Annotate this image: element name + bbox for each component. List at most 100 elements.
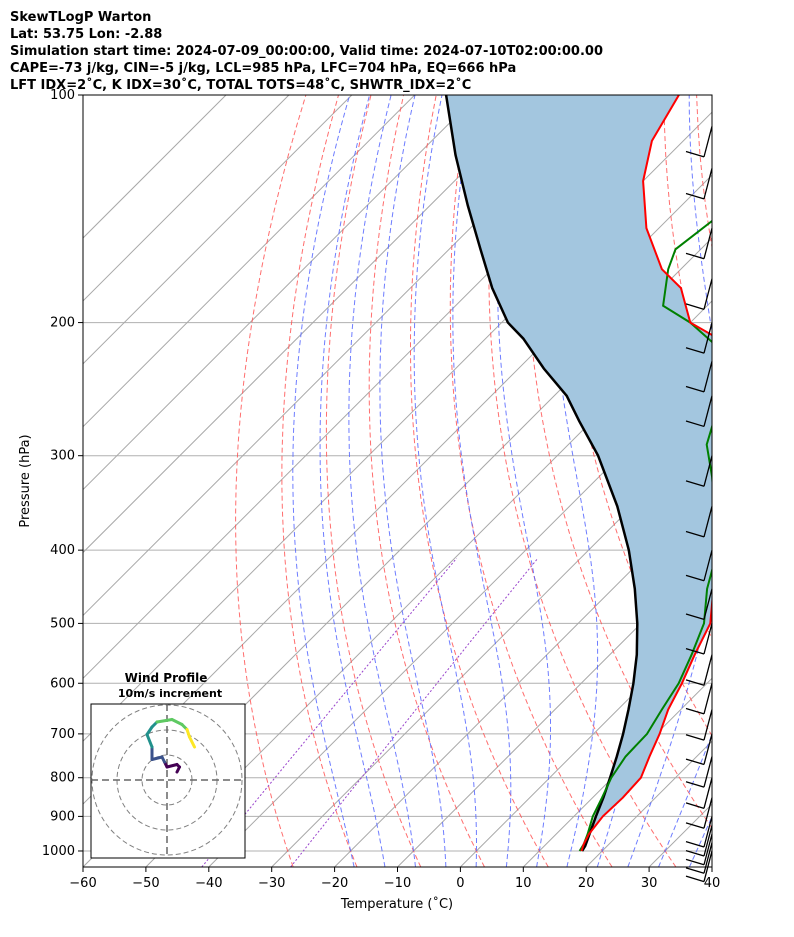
moist-adiabat — [496, 95, 551, 867]
barb-flag — [685, 840, 705, 848]
indices-line-1: CAPE=-73 j/kg, CIN=-5 j/kg, LCL=985 hPa,… — [10, 61, 517, 76]
wind-barb — [685, 654, 713, 686]
barb-flag — [685, 707, 705, 715]
barb-shaft — [703, 126, 713, 158]
wind-barb — [685, 733, 713, 766]
barb-flag — [685, 849, 705, 857]
isotherm-line — [83, 95, 416, 428]
barb-flag — [685, 875, 705, 883]
hodograph-trace — [145, 718, 196, 774]
x-tick-label: 30 — [641, 876, 658, 891]
hodograph-segment — [170, 718, 184, 726]
location-line: Lat: 53.75 Lon: -2.88 — [10, 27, 163, 42]
barb-flag — [685, 679, 705, 686]
hodograph-segment — [145, 725, 154, 736]
wind-barb — [685, 588, 713, 621]
chart-title: SkewTLogP Warton — [10, 10, 152, 25]
barb-flag — [685, 150, 705, 158]
wind-barbs — [685, 126, 713, 883]
dry-adiabat — [449, 95, 613, 867]
x-axis-ticks: −60 −50 −40 −30 −20 −10 0 10 20 30 40 — [69, 867, 720, 891]
dry-adiabat — [410, 95, 549, 867]
moist-adiabat — [452, 95, 512, 867]
y-tick-label: 400 — [50, 543, 75, 558]
wind-barb — [685, 361, 713, 393]
barb-flag — [685, 347, 705, 354]
barb-flag — [685, 613, 705, 621]
barb-shaft — [703, 549, 713, 581]
x-axis-label: Temperature (˚C) — [340, 896, 453, 912]
barb-flag — [685, 192, 705, 200]
dry-adiabat — [488, 95, 677, 867]
wind-barb — [685, 756, 713, 788]
dry-adiabat — [325, 95, 422, 867]
wind-barb — [685, 683, 713, 715]
barb-shaft — [703, 833, 713, 865]
isotherm-line — [83, 95, 353, 365]
moist-adiabat — [379, 95, 447, 867]
dry-adiabat — [525, 95, 712, 829]
barb-shaft — [703, 777, 713, 809]
hodograph-segment — [165, 763, 179, 769]
x-tick-label: 20 — [578, 876, 595, 891]
wind-barb — [685, 777, 713, 809]
isotherm-line — [397, 551, 712, 867]
barb-shaft — [703, 278, 713, 310]
isotherm-line — [208, 363, 712, 867]
barb-flag — [685, 781, 705, 788]
wind-profile-inset: Wind Profile 10m/s increment — [90, 671, 246, 859]
wind-barb — [685, 709, 713, 741]
barb-flag — [685, 420, 705, 428]
dry-adiabat — [729, 95, 794, 867]
barb-shaft — [703, 683, 713, 715]
x-tick-label: 40 — [704, 876, 721, 891]
wind-barb — [685, 825, 713, 857]
wind-barb — [685, 549, 713, 582]
barb-shaft — [703, 733, 713, 765]
wind-barb — [685, 395, 713, 428]
wind-barb — [685, 455, 713, 487]
y-axis-label: Pressure (hPa) — [18, 434, 33, 527]
wind-barb — [685, 850, 713, 883]
barb-flag — [685, 734, 705, 741]
moist-adiabat — [292, 95, 355, 867]
wind-profile-title: Wind Profile — [125, 671, 208, 685]
y-tick-label: 600 — [50, 676, 75, 691]
barb-shaft — [703, 506, 713, 538]
barb-shaft — [703, 756, 713, 788]
barb-shaft — [703, 850, 713, 882]
barb-flag — [685, 252, 705, 260]
isotherm-line — [460, 614, 712, 867]
temperature-profile-line — [580, 95, 712, 852]
y-tick-label: 700 — [50, 727, 75, 742]
x-tick-label: −20 — [321, 876, 348, 891]
barb-shaft — [703, 825, 713, 857]
wind-barb — [685, 506, 713, 538]
hodograph-segment — [150, 755, 164, 761]
x-tick-label: 10 — [515, 876, 532, 891]
isotherm-line — [83, 95, 227, 239]
hodograph-segment — [145, 733, 154, 749]
barb-flag — [685, 858, 705, 866]
indices-line-2: LFT IDX=2˚C, K IDX=30˚C, TOTAL TOTS=48˚C… — [10, 78, 472, 93]
barb-shaft — [703, 797, 713, 829]
x-tick-label: 0 — [456, 876, 464, 891]
dry-adiabat — [281, 95, 358, 867]
barb-shaft — [703, 842, 713, 874]
barb-shaft — [703, 709, 713, 741]
isotherm-line — [83, 95, 290, 302]
y-tick-label: 200 — [50, 316, 75, 331]
hodograph-segment — [155, 718, 174, 724]
barb-flag — [685, 758, 705, 766]
barb-flag — [685, 822, 705, 829]
barb-shaft — [703, 322, 713, 354]
x-tick-label: −60 — [69, 876, 96, 891]
isotherm-line — [711, 866, 712, 867]
mixing-ratio-line — [290, 557, 539, 867]
dry-adiabat — [235, 95, 307, 867]
moist-adiabat — [348, 95, 416, 867]
barb-shaft — [703, 654, 713, 686]
dry-adiabat — [368, 95, 485, 867]
wind-barb — [685, 227, 713, 260]
